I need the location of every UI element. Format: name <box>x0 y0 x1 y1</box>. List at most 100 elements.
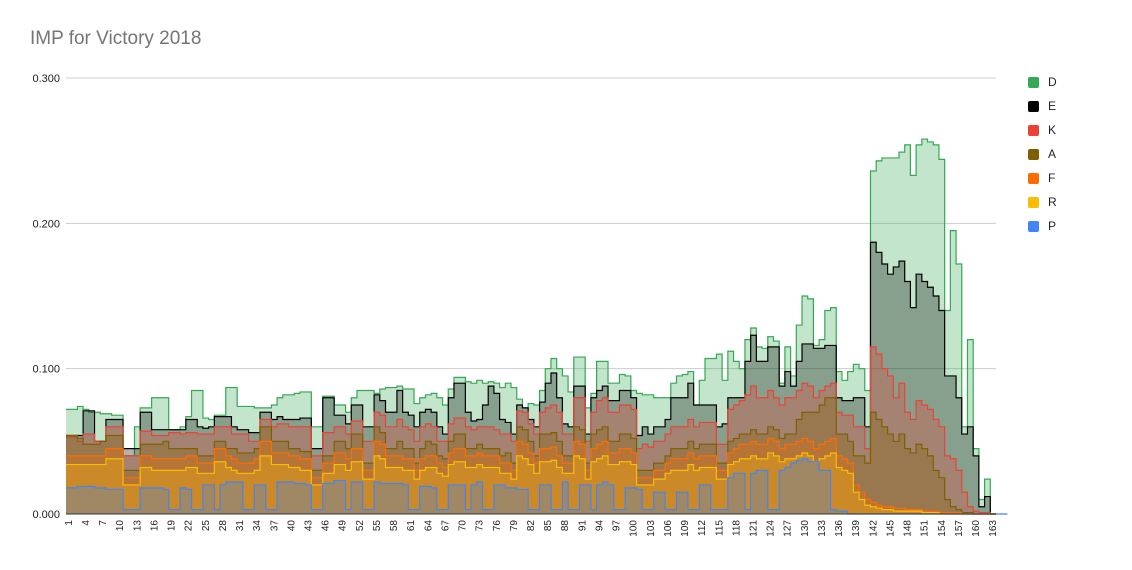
series-line-P <box>66 458 1008 515</box>
x-tick-label: 148 <box>903 520 914 537</box>
legend-item-K: K <box>1028 118 1057 142</box>
x-tick-label: 103 <box>646 520 657 537</box>
series-area-P <box>66 458 1008 514</box>
x-tick-label: 19 <box>167 520 178 532</box>
legend-label: F <box>1048 171 1056 185</box>
x-tick-label: 106 <box>663 520 674 537</box>
x-tick-label: 25 <box>201 520 212 532</box>
legend-item-R: R <box>1028 190 1057 214</box>
x-tick-label: 1 <box>64 520 75 526</box>
x-tick-label: 136 <box>834 520 845 537</box>
x-tick-label: 85 <box>543 520 554 532</box>
legend-swatch <box>1028 196 1039 208</box>
x-tick-label: 97 <box>612 520 623 532</box>
x-tick-label: 58 <box>389 520 400 532</box>
x-tick-label: 139 <box>851 520 862 537</box>
x-tick-label: 28 <box>218 520 229 532</box>
series-area-R <box>66 452 996 514</box>
x-tick-label: 37 <box>269 520 280 532</box>
x-tick-label: 151 <box>920 520 931 537</box>
x-tick-label: 55 <box>372 520 383 532</box>
x-tick-label: 64 <box>423 520 434 532</box>
legend-label: A <box>1048 147 1057 161</box>
y-tick-label: 0.100 <box>32 364 60 376</box>
legend-swatch <box>1028 220 1039 232</box>
x-tick-label: 76 <box>492 520 503 532</box>
x-tick-label: 31 <box>235 520 246 532</box>
x-tick-label: 91 <box>577 520 588 532</box>
x-tick-label: 127 <box>783 520 794 537</box>
series-line-D <box>66 138 996 515</box>
x-tick-label: 82 <box>526 520 537 532</box>
x-tick-label: 13 <box>132 520 143 532</box>
series-line-E <box>66 241 996 515</box>
x-tick-label: 124 <box>766 520 777 537</box>
x-tick-label: 145 <box>885 520 896 537</box>
legend-item-E: E <box>1028 94 1057 118</box>
x-tick-label: 10 <box>115 520 126 532</box>
x-tick-label: 43 <box>303 520 314 532</box>
series-area-D <box>66 139 996 515</box>
legend-item-D: D <box>1028 70 1057 94</box>
series-area-A <box>66 397 996 514</box>
x-tick-label: 49 <box>338 520 349 532</box>
x-tick-label: 67 <box>440 520 451 532</box>
legend-label: E <box>1048 99 1057 113</box>
x-tick-label: 154 <box>937 520 948 537</box>
legend-swatch <box>1028 172 1039 184</box>
x-tick-label: 115 <box>714 520 725 536</box>
x-tick-label: 163 <box>988 520 999 537</box>
x-tick-label: 34 <box>252 520 263 532</box>
series-area-E <box>66 242 996 514</box>
x-tick-label: 121 <box>749 520 760 537</box>
y-tick-label: 0.300 <box>32 73 60 85</box>
x-tick-label: 61 <box>406 520 417 532</box>
legend-swatch <box>1028 124 1039 136</box>
x-tick-label: 70 <box>458 520 469 532</box>
legend-swatch <box>1028 100 1039 112</box>
legend-item-P: P <box>1028 214 1057 238</box>
x-tick-label: 4 <box>81 520 92 526</box>
x-tick-label: 118 <box>731 520 742 536</box>
series-areas <box>66 138 1008 515</box>
legend-swatch <box>1028 76 1039 88</box>
y-tick-label: 0.000 <box>32 509 60 521</box>
x-tick-label: 46 <box>321 520 332 532</box>
series-line-R <box>66 452 996 515</box>
y-tick-label: 0.200 <box>32 218 60 230</box>
x-tick-label: 130 <box>800 520 811 537</box>
x-tick-label: 73 <box>475 520 486 532</box>
x-tick-label: 16 <box>149 520 160 532</box>
x-tick-label: 109 <box>680 520 691 537</box>
legend-swatch <box>1028 148 1039 160</box>
legend-label: K <box>1048 123 1057 137</box>
legend-label: R <box>1048 195 1057 209</box>
series-area-K <box>66 346 996 514</box>
x-tick-label: 40 <box>286 520 297 532</box>
series-area-F <box>66 438 996 514</box>
x-tick-label: 133 <box>817 520 828 537</box>
chart-title: IMP for Victory 2018 <box>30 28 202 49</box>
x-tick-label: 22 <box>184 520 195 532</box>
x-tick-label: 79 <box>509 520 520 532</box>
x-tick-label: 100 <box>629 520 640 537</box>
x-tick-label: 142 <box>868 520 879 537</box>
legend-item-F: F <box>1028 166 1057 190</box>
x-tick-label: 160 <box>971 520 982 537</box>
x-tick-label: 94 <box>594 520 605 532</box>
series-line-A <box>66 397 996 515</box>
x-tick-label: 7 <box>98 520 109 526</box>
x-tick-label: 88 <box>560 520 571 532</box>
x-tick-label: 112 <box>697 520 708 536</box>
legend-label: D <box>1048 75 1057 89</box>
x-tick-label: 157 <box>954 520 965 537</box>
legend-item-A: A <box>1028 142 1057 166</box>
series-line-F <box>66 437 996 515</box>
series-line-K <box>66 346 996 515</box>
x-tick-label: 52 <box>355 520 366 532</box>
gridlines <box>66 77 996 370</box>
legend-label: P <box>1048 219 1057 233</box>
axes: 0.000 0.100 0.200 0.300 1 4 7 10 13 16 19 22 25 28 31 3… <box>32 73 999 537</box>
